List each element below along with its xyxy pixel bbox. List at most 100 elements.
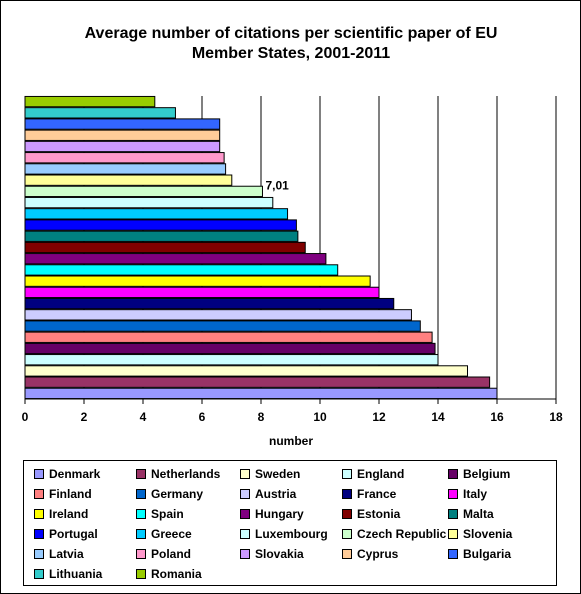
data-label: 7,01 <box>265 178 289 192</box>
legend-item-lithuania: Lithuania <box>34 566 102 582</box>
legend-item-austria: Austria <box>240 486 296 502</box>
x-tick-label: 10 <box>313 410 327 424</box>
legend-swatch <box>136 509 146 519</box>
legend-label: Lithuania <box>49 567 103 581</box>
legend-swatch <box>342 549 352 559</box>
legend-swatch <box>136 489 146 499</box>
legend-item-sweden: Sweden <box>240 466 300 482</box>
legend-item-belgium: Belgium <box>448 466 510 482</box>
legend-item-netherlands: Netherlands <box>136 466 220 482</box>
legend-item-malta: Malta <box>448 506 494 522</box>
bar-england <box>24 354 439 366</box>
legend-label: Ireland <box>49 507 89 521</box>
legend-item-germany: Germany <box>136 486 203 502</box>
legend-label: Sweden <box>255 467 301 481</box>
legend-swatch <box>136 549 146 559</box>
legend-swatch <box>136 569 146 579</box>
legend-label: Latvia <box>49 547 84 561</box>
legend-swatch <box>34 489 44 499</box>
bar-portugal <box>24 219 297 231</box>
legend-item-portugal: Portugal <box>34 526 98 542</box>
bar-ireland <box>24 275 371 287</box>
legend-swatch <box>34 529 44 539</box>
legend-swatch <box>34 469 44 479</box>
chart-title: Average number of citations per scientif… <box>85 25 498 62</box>
legend-label: Spain <box>151 507 184 521</box>
bar-luxembourg <box>24 196 274 209</box>
legend-item-hungary: Hungary <box>240 506 304 522</box>
legend-item-slovenia: Slovenia <box>448 526 512 542</box>
x-axis-title: number <box>269 434 313 448</box>
data-labels: 7,01 <box>265 178 289 192</box>
legend-item-italy: Italy <box>448 486 487 502</box>
bar-chart: Average number of citations per scientif… <box>22 25 563 448</box>
bars <box>24 95 498 400</box>
legend-label: Slovenia <box>463 527 513 541</box>
legend-item-england: England <box>342 466 404 482</box>
bar-czech-republic <box>24 185 263 198</box>
legend-label: Malta <box>463 507 494 521</box>
bar-netherlands <box>24 376 491 388</box>
legend-swatch <box>342 509 352 519</box>
chart-title-line-2: Member States, 2001-2011 <box>192 45 390 62</box>
axes <box>24 96 557 404</box>
chart-title-line-1: Average number of citations per scientif… <box>85 25 498 42</box>
legend-swatch <box>448 489 458 499</box>
legend-label: Poland <box>151 547 192 561</box>
bar-hungary <box>24 253 327 265</box>
legend-label: Finland <box>49 487 92 501</box>
bar-spain <box>24 264 339 276</box>
x-tick-label: 0 <box>22 410 29 424</box>
legend-label: Czech Republic <box>357 527 447 541</box>
bar-germany <box>24 320 421 332</box>
legend-swatch <box>448 529 458 539</box>
legend-swatch <box>448 509 458 519</box>
bar-slovenia <box>24 174 233 186</box>
legend-swatch <box>448 469 458 479</box>
legend-label: Romania <box>151 567 202 581</box>
legend-label: Estonia <box>357 507 401 521</box>
legend-item-luxembourg: Luxembourg <box>240 526 328 542</box>
x-tick-label: 6 <box>199 410 206 424</box>
x-tick-label: 8 <box>258 410 265 424</box>
bar-denmark <box>24 387 498 400</box>
legend-label: France <box>357 487 397 501</box>
legend-swatch <box>240 469 250 479</box>
legend-item-bulgaria: Bulgaria <box>448 546 511 562</box>
legend-item-finland: Finland <box>34 486 92 502</box>
legend-swatch <box>240 489 250 499</box>
bar-bulgaria <box>24 118 221 130</box>
legend-label: Italy <box>463 487 488 501</box>
x-tick-labels: 0 2 4 6 8 10 12 14 16 18 <box>22 410 563 424</box>
x-tick-label: 2 <box>81 410 88 424</box>
legend-label: Greece <box>151 527 192 541</box>
legend-item-estonia: Estonia <box>342 506 400 522</box>
bar-finland <box>24 331 433 343</box>
legend-label: Belgium <box>463 467 511 481</box>
bar-belgium <box>24 342 436 355</box>
legend-swatch <box>342 529 352 539</box>
bar-austria <box>24 309 412 321</box>
legend-label: Austria <box>255 487 297 501</box>
x-tick-label: 12 <box>372 410 386 424</box>
legend-swatch <box>240 529 250 539</box>
x-tick-label: 18 <box>549 410 563 424</box>
x-tick-label: 14 <box>431 410 445 424</box>
legend-label: Netherlands <box>151 467 221 481</box>
legend-label: Portugal <box>49 527 98 541</box>
legend-item-cyprus: Cyprus <box>342 546 398 562</box>
legend-label: Germany <box>151 487 204 501</box>
legend-swatch <box>240 509 250 519</box>
legend-swatch <box>34 509 44 519</box>
legend-item-latvia: Latvia <box>34 546 84 562</box>
bar-latvia <box>24 163 227 175</box>
bar-france <box>24 297 395 310</box>
legend-item-denmark: Denmark <box>34 466 100 482</box>
bar-malta <box>24 230 299 242</box>
legend-swatch <box>136 529 146 539</box>
legend-swatch <box>240 549 250 559</box>
legend-label: Hungary <box>255 507 304 521</box>
bar-slovakia <box>24 140 221 153</box>
legend-item-slovakia: Slovakia <box>240 546 304 562</box>
bar-estonia <box>24 241 306 254</box>
